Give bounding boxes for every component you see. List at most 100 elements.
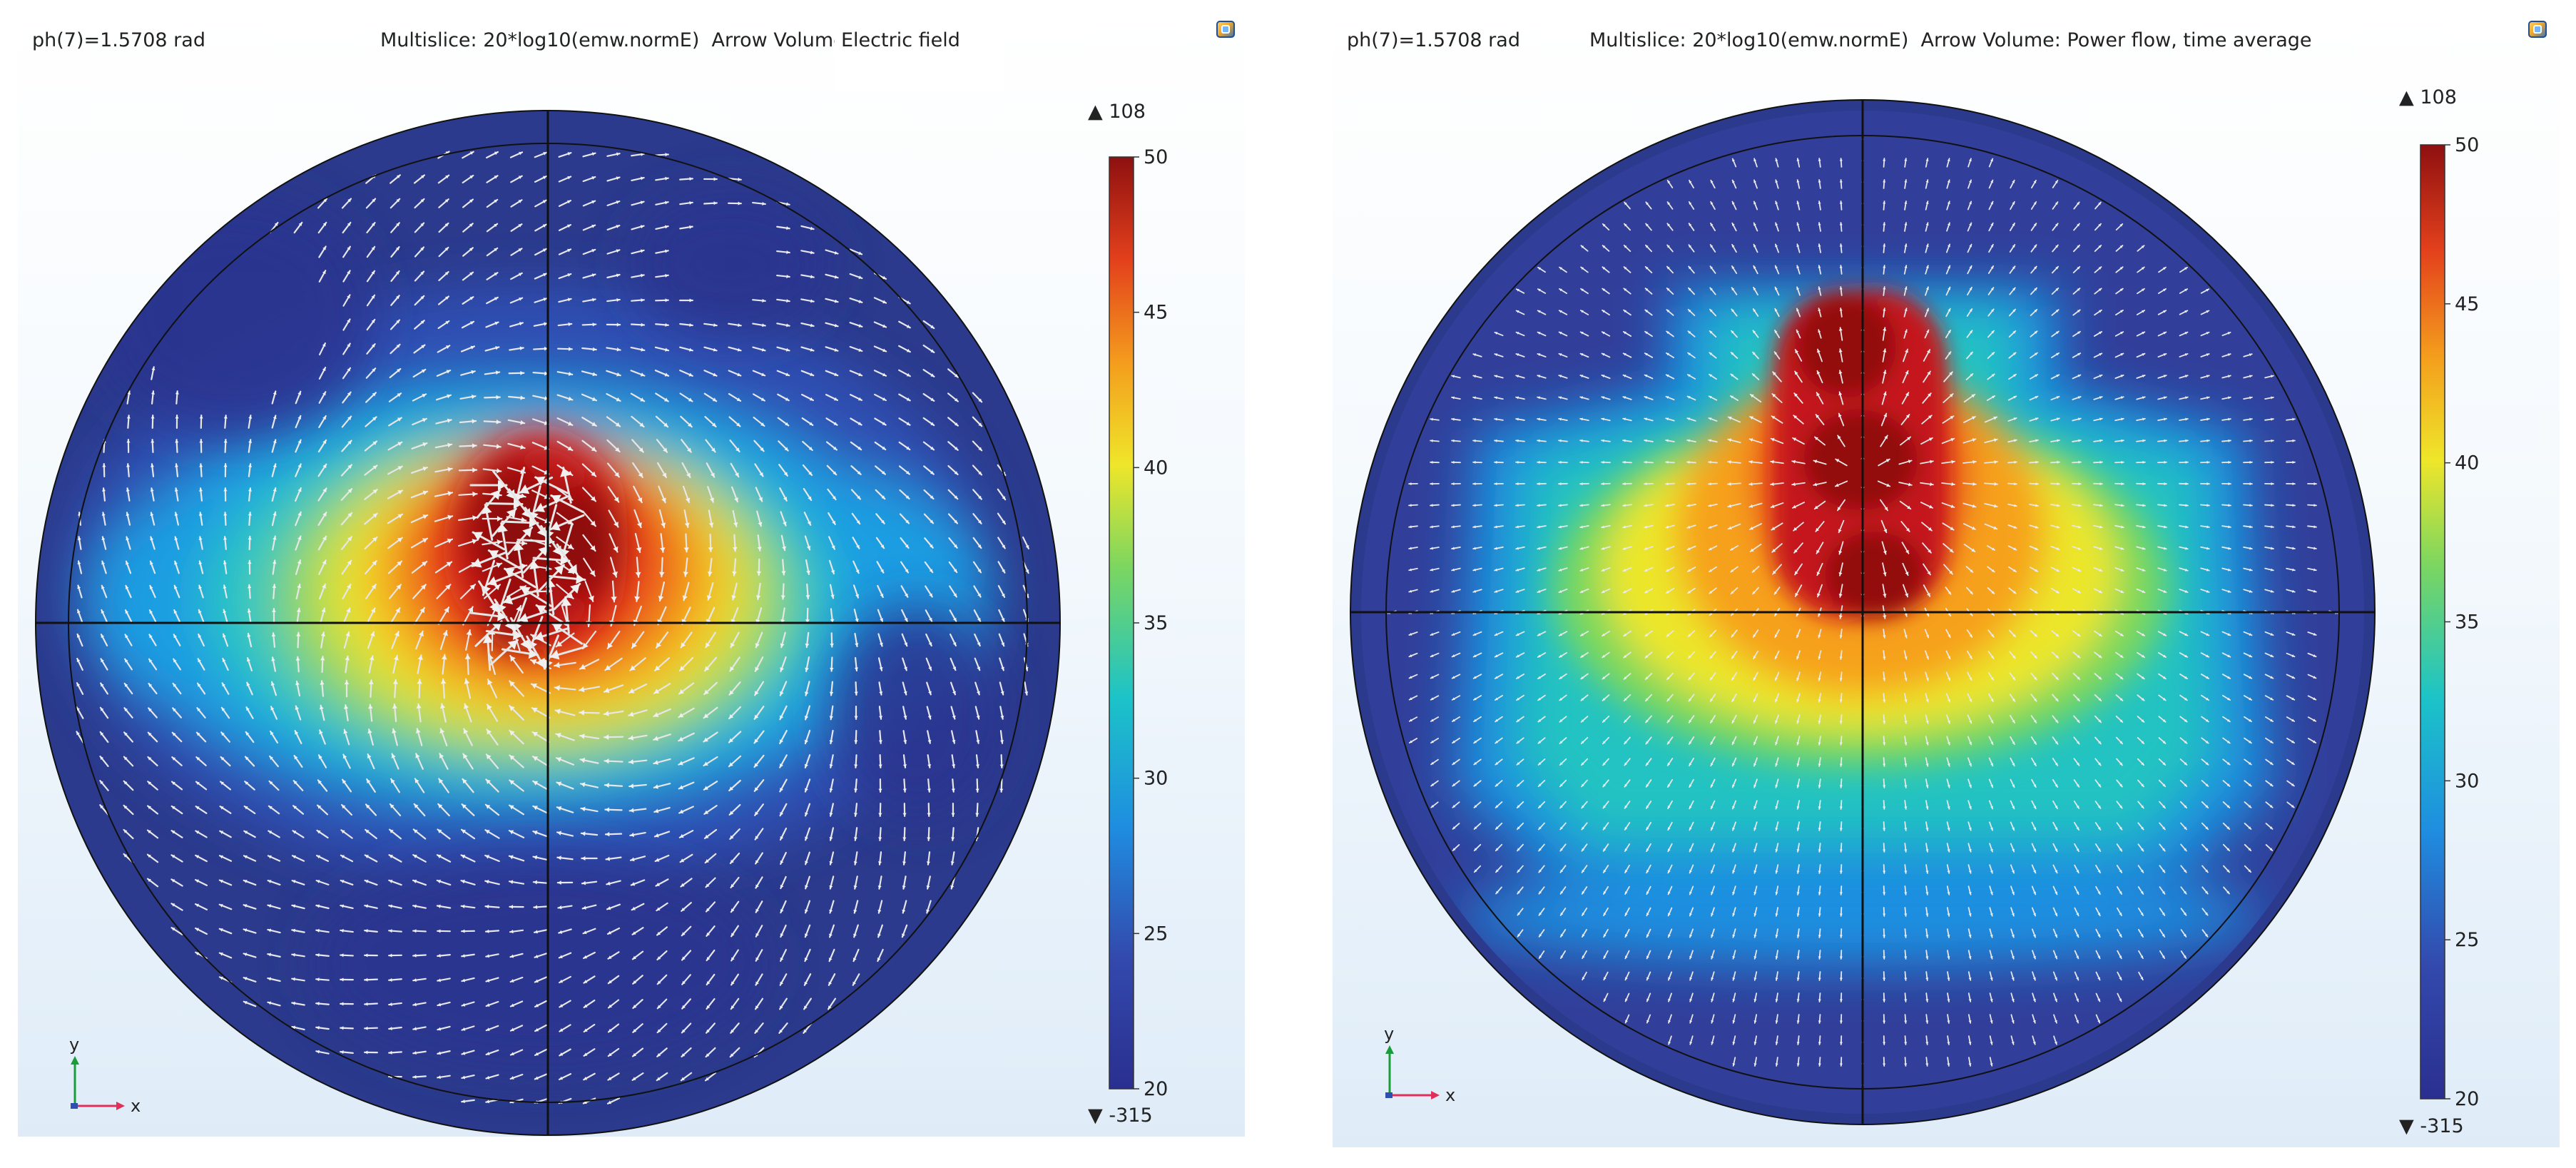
power-arrow-head [2292,460,2295,464]
field-arrow-head [221,707,225,711]
power-arrow-head [1516,310,1519,313]
field-arrow-head [665,273,668,278]
field-arrow-head [678,713,684,718]
power-arrow-head [1794,549,1798,553]
field-arrow-head [805,885,808,889]
plot-area[interactable]: ▲ 108 50 45 40 35 30 25 20 ▼ -315 y x [18,86,1245,1137]
field-arrow-head [759,472,763,477]
power-arrow-head [2270,740,2274,743]
field-arrow-head [877,909,882,913]
power-arrow-head [2077,396,2081,400]
power-arrow-head [2313,697,2316,700]
power-arrow-head [1904,613,1908,616]
field-arrow-head [246,658,251,662]
power-arrow-head [2162,697,2166,701]
power-arrow-head [2249,460,2252,464]
power-arrow-head [2142,654,2145,658]
power-arrow-head [1646,202,1649,205]
field-arrow-head [295,656,300,661]
field-arrow-head [125,659,128,663]
field-arrow-head [581,831,586,836]
power-arrow-head [1537,396,1540,400]
field-arrow-head [389,1050,392,1055]
field-arrow-head [857,495,860,499]
power-arrow-head [1728,438,1732,442]
power-arrow-head [2291,676,2295,679]
power-arrow-head [2098,245,2102,248]
power-arrow-head [1689,719,1692,723]
field-arrow-head [628,759,634,765]
power-arrow-head [1473,439,1476,442]
power-arrow-head [1689,180,1692,183]
field-arrow-head [703,786,708,790]
field-arrow-head [437,929,441,933]
power-arrow-head [2162,783,2166,787]
field-arrow-head [509,681,515,687]
field-arrow-head [954,471,958,474]
power-arrow-head [1687,396,1691,399]
power-arrow-head [1537,504,1540,507]
colorbar-tick-label: 45 [1144,302,1168,324]
field-arrow-head [173,634,177,639]
field-arrow-head [223,561,227,564]
power-arrow-head [1602,439,1604,442]
field-arrow-head [681,1077,685,1081]
field-arrow-head [567,152,571,156]
power-arrow-head [1580,482,1583,486]
power-arrow-head [2185,504,2188,507]
field-arrow-head [441,654,447,660]
power-arrow-head [1602,525,1604,529]
power-arrow-head [1792,504,1796,509]
power-arrow-head [1709,547,1712,550]
field-arrow-head [779,715,784,720]
field-arrow-head [762,298,765,303]
field-arrow-head [322,392,326,396]
power-arrow-head [2035,504,2038,507]
field-arrow-head [903,715,907,719]
power-arrow-head [1839,180,1843,183]
field-arrow-head [640,225,644,229]
graphics-window-icon[interactable] [2528,21,2547,38]
field-arrow-head [345,656,350,661]
field-arrow-head [754,738,759,743]
power-arrow-head [1838,392,1843,396]
field-arrow-head [347,222,351,226]
power-arrow-head [1516,439,1519,442]
power-arrow-head [2055,202,2058,205]
power-arrow-head [2142,547,2145,550]
field-arrow-head [513,499,522,509]
power-arrow-head [1990,223,1994,226]
field-arrow-head [195,831,200,834]
field-arrow-head [560,467,571,477]
field-arrow-head [681,642,686,648]
power-arrow-head [1516,417,1519,421]
power-arrow-head [1409,697,1412,700]
power-arrow-head [2034,634,2037,637]
power-arrow-head [1516,353,1519,357]
field-arrow-head [295,731,299,735]
field-arrow-head [469,248,473,252]
field-arrow-head [926,861,930,865]
power-arrow-head [1580,633,1584,636]
power-arrow-head [1818,721,1821,723]
field-arrow-head [930,373,935,377]
field-arrow-head [197,683,201,687]
field-arrow-head [682,980,686,985]
power-arrow-head [2012,244,2015,248]
field-arrow-head [629,783,634,788]
power-arrow-head [2033,245,2037,248]
power-arrow-head [1666,634,1670,636]
field-arrow-head [828,981,833,985]
field-arrow-head [494,273,498,276]
power-arrow-head [2206,633,2209,636]
field-arrow-head [628,735,634,741]
power-arrow-head [2291,761,2294,765]
power-arrow-head [2185,439,2188,442]
graphics-window-icon[interactable] [1216,21,1235,38]
power-arrow-head [1904,158,1908,161]
power-arrow-head [1603,826,1607,830]
power-arrow-head [1666,310,1670,313]
plot-area[interactable]: ▲ 108 50 45 40 35 30 25 20 ▼ -315 y x [1333,75,2560,1138]
field-arrow-head [854,691,858,695]
power-arrow-head [2249,547,2252,550]
